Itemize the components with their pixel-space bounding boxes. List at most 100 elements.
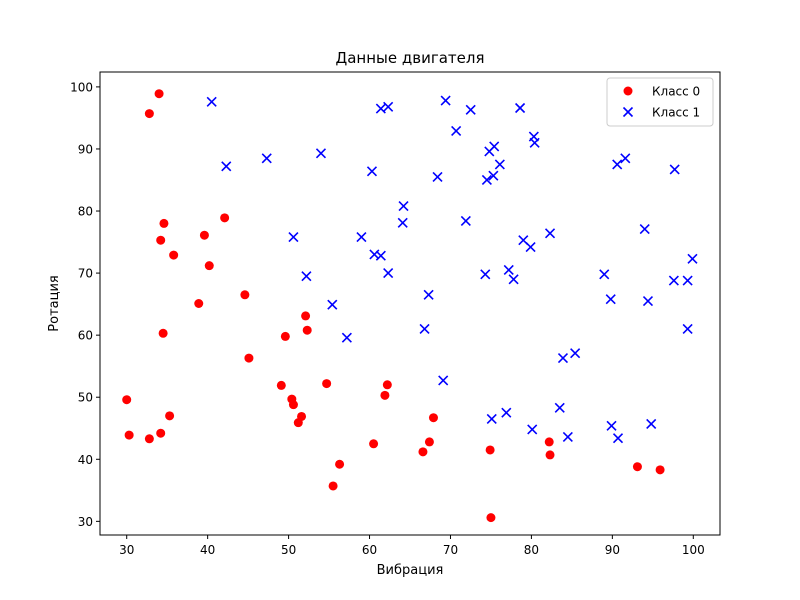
class-1-point	[612, 159, 623, 170]
class-0-point	[322, 379, 332, 389]
class-1-point	[419, 323, 430, 335]
class-0-point	[545, 450, 555, 460]
class-0-point	[204, 261, 214, 271]
class-0-point	[328, 481, 338, 491]
x-tick-label: 70	[443, 543, 458, 557]
class-0-point	[194, 299, 204, 308]
class-0-point	[632, 462, 642, 472]
legend-marker-class-0	[623, 86, 633, 96]
class-1-point	[480, 269, 491, 280]
class-1-point	[301, 271, 312, 282]
class-1-point	[486, 413, 497, 425]
class-1-point	[508, 274, 519, 285]
x-axis: 30 40 50 60 70 80 90 100	[119, 535, 705, 557]
class-0-point	[158, 328, 168, 338]
class-1-point	[605, 294, 616, 305]
class-1-point	[620, 153, 631, 164]
class-0-point	[122, 395, 132, 405]
class-0-point	[288, 400, 298, 410]
y-tick-label: 80	[78, 205, 93, 219]
class-1-point	[525, 241, 536, 253]
x-tick-label: 100	[682, 543, 705, 557]
class-1-point	[451, 125, 462, 137]
class-0-point	[165, 411, 175, 421]
class-0-point	[276, 380, 286, 390]
class-0-point	[380, 390, 390, 400]
plot-layer	[122, 89, 698, 523]
legend-box	[606, 77, 714, 127]
class-1-point	[515, 102, 526, 114]
class-1-point	[668, 275, 679, 286]
class-0-point	[124, 430, 134, 440]
class-0-point	[280, 331, 290, 341]
class-1-point	[206, 96, 217, 107]
class-0-point	[156, 428, 166, 438]
class-0-point	[418, 447, 428, 457]
class-0-point	[369, 439, 379, 449]
legend-label-class-1: Класс 1	[652, 106, 700, 120]
class-1-point	[481, 174, 492, 186]
class-1-point	[570, 348, 581, 359]
class-1-point	[375, 103, 386, 114]
class-1-point	[440, 95, 451, 106]
class-0-point	[154, 89, 164, 99]
class-1-point	[494, 159, 505, 170]
class-1-point	[288, 232, 299, 243]
class-0-point	[156, 235, 166, 245]
legend-label-class-0: Класс 0	[652, 85, 700, 99]
class-1-point	[221, 161, 232, 172]
class-1-point	[327, 299, 338, 310]
class-1-point	[484, 146, 495, 157]
class-0-point	[335, 459, 345, 469]
class-1-point	[397, 217, 408, 228]
class-0-point	[544, 437, 554, 447]
legend-marker-class-1	[622, 106, 634, 118]
x-tick-label: 30	[119, 543, 134, 557]
class-0-point	[240, 290, 250, 300]
class-1-point	[527, 424, 538, 435]
class-1-point	[383, 101, 394, 112]
class-1-point	[465, 104, 476, 115]
class-1-point	[562, 431, 573, 443]
class-0-point	[293, 418, 303, 428]
class-0-point	[382, 380, 392, 390]
class-1-point	[639, 223, 650, 235]
x-tick-label: 80	[524, 543, 539, 557]
class-1-point	[554, 402, 565, 413]
y-tick-label: 30	[78, 515, 93, 529]
y-tick-label: 40	[78, 453, 93, 467]
y-tick-label: 50	[78, 391, 93, 405]
y-tick-label: 60	[78, 329, 93, 343]
class-1-point	[261, 153, 272, 164]
class-0-point	[199, 230, 209, 240]
class-0-point	[169, 250, 179, 260]
legend: Класс 0 Класс 1	[606, 77, 714, 127]
class-1-point	[682, 275, 693, 286]
class-1-point	[341, 332, 352, 343]
class-1-point	[606, 420, 617, 431]
x-axis-label: Вибрация	[377, 563, 444, 578]
x-tick-label: 40	[200, 543, 215, 557]
y-axis-label: Ротация	[47, 275, 62, 331]
class-0-point	[486, 513, 496, 523]
class-0-point	[485, 445, 495, 455]
chart-title: Данные двигателя	[336, 49, 485, 67]
class-1-point	[646, 418, 657, 429]
class-1-point	[315, 148, 327, 159]
class-1-point	[501, 407, 512, 418]
axes-frame	[99, 71, 721, 536]
class-1-point	[687, 253, 698, 264]
class-1-point	[488, 170, 499, 181]
class-1-point	[383, 268, 394, 279]
class-1-point	[557, 353, 569, 364]
class-1-point	[356, 232, 367, 243]
class-1-point	[669, 164, 680, 175]
class-1-point	[366, 166, 378, 177]
class-1-point	[599, 269, 610, 280]
x-tick-label: 50	[281, 543, 296, 557]
class-0-point	[144, 434, 154, 444]
class-1-point	[432, 171, 443, 182]
class-1-point	[642, 295, 654, 307]
class-1-point	[503, 264, 514, 276]
